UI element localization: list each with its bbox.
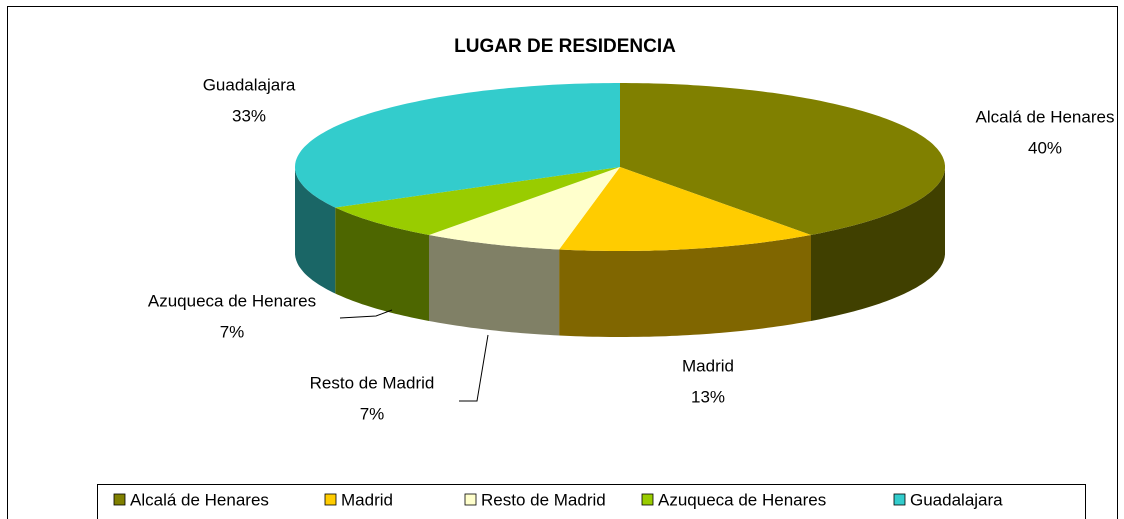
slice-side bbox=[559, 235, 811, 337]
legend-swatch bbox=[893, 493, 906, 506]
data-label-value: 13% bbox=[691, 387, 725, 406]
legend-label: Guadalajara bbox=[910, 490, 1003, 509]
slice-side bbox=[811, 167, 945, 321]
legend-swatch bbox=[324, 493, 337, 506]
legend-label: Madrid bbox=[341, 490, 393, 509]
chart-title: LUGAR DE RESIDENCIA bbox=[454, 36, 676, 57]
slice-side bbox=[295, 167, 336, 294]
legend-swatch bbox=[113, 493, 126, 506]
legend-swatch bbox=[641, 493, 654, 506]
slice-side bbox=[335, 207, 429, 321]
data-label-name: Guadalajara bbox=[203, 75, 296, 94]
slice bbox=[429, 167, 620, 250]
data-label-value: 40% bbox=[1028, 138, 1062, 157]
legend-items: Alcalá de Henares Madrid Resto de Madrid Az… bbox=[113, 490, 1003, 509]
data-label-value: 7% bbox=[360, 404, 385, 423]
leader-line bbox=[339, 309, 393, 319]
slice bbox=[559, 167, 811, 251]
data-label-name: Madrid bbox=[682, 356, 734, 375]
legend-swatch bbox=[464, 493, 477, 506]
slice bbox=[295, 83, 620, 208]
data-label-value: 33% bbox=[232, 106, 266, 125]
data-label-value: 7% bbox=[220, 322, 245, 341]
leader-line bbox=[459, 334, 489, 402]
legend bbox=[97, 484, 1086, 519]
legend-label: Alcalá de Henares bbox=[130, 490, 269, 509]
data-label-name: Alcalá de Henares bbox=[976, 107, 1115, 126]
data-label-name: Azuqueca de Henares bbox=[148, 291, 316, 310]
pie bbox=[295, 83, 945, 337]
data-labels: Alcalá de Henares 40% Madrid 13% Resto de Ma… bbox=[148, 75, 1115, 423]
legend-label: Resto de Madrid bbox=[481, 490, 606, 509]
slice bbox=[335, 167, 620, 235]
data-label-name: Resto de Madrid bbox=[310, 373, 435, 392]
slice-side bbox=[429, 235, 560, 336]
legend-label: Azuqueca de Henares bbox=[658, 490, 826, 509]
slice bbox=[620, 83, 945, 235]
